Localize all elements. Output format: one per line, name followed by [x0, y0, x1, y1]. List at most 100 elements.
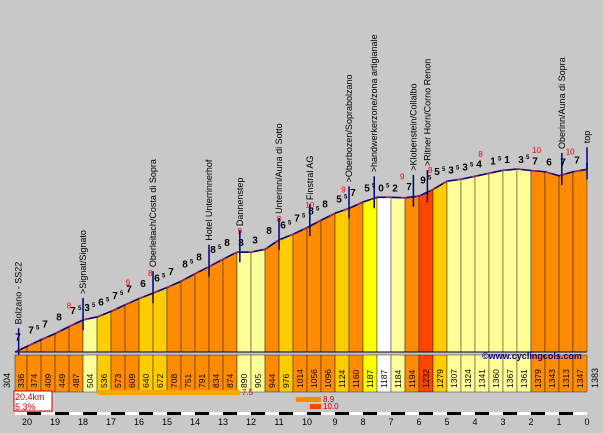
altitude-value: 1096: [323, 369, 333, 388]
place-label: Hotel Unterrinnerhof: [204, 159, 214, 241]
altitude-value: 573: [113, 374, 123, 388]
segment-bar: [544, 171, 560, 353]
km-tick-label: 5: [445, 417, 450, 427]
gradient-labels: 7757875356575766578588583386575858557550…: [15, 146, 580, 343]
segment-bar: [460, 176, 476, 353]
km-axis-segment: [307, 412, 322, 415]
gradient-label: 8: [210, 245, 216, 256]
steep-stretch-bar: [295, 397, 322, 402]
segment-bar: [194, 266, 210, 353]
gradient-label: 6: [546, 158, 552, 169]
altitude-value: 336: [16, 374, 26, 388]
steep-label: 10: [532, 146, 541, 155]
steep-label: 9: [341, 185, 346, 194]
gradient-label-decimal: 5: [344, 194, 348, 200]
gradient-label: 7: [168, 267, 174, 278]
segment-bar: [250, 249, 266, 353]
website-credit[interactable]: ©www.cyclingcols.com: [482, 351, 582, 361]
km-axis-segment: [391, 412, 406, 415]
steep-label: 8: [148, 269, 153, 278]
gradient-label: 6: [154, 274, 160, 285]
gradient-label-decimal: 5: [316, 206, 320, 212]
place-label: Bolzano - SS22: [14, 262, 24, 325]
km-axis-segment: [195, 412, 210, 415]
km-tick-label: 6: [417, 417, 422, 427]
segment-bar: [138, 292, 154, 353]
km-axis-segment: [279, 412, 294, 415]
place-label: Oberleitach/Costa di Sopra: [148, 159, 158, 267]
segment-bar: [180, 273, 196, 353]
km-axis-segment: [139, 412, 154, 415]
end-altitude: 1383: [590, 368, 600, 388]
segment-bar: [208, 258, 224, 353]
altitude-value: 905: [253, 374, 263, 388]
gradient-label: 8: [308, 206, 314, 217]
segment-bar: [376, 197, 392, 353]
segment-bar: [516, 168, 532, 353]
segment-bar: [432, 180, 448, 353]
gradient-label: 8: [196, 253, 202, 264]
altitude-value: 1184: [393, 369, 403, 388]
km-tick-label: 19: [50, 417, 60, 427]
segment-bar: [236, 251, 252, 353]
gradient-label: 1: [490, 156, 496, 167]
gradient-label-decimal: 5: [288, 220, 292, 226]
segment-bar: [110, 304, 126, 353]
altitude-value: 1343: [547, 369, 557, 388]
gradient-label-decimal: 5: [78, 306, 82, 312]
gradient-label: 8: [322, 199, 328, 210]
gradient-label-decimal: 5: [456, 165, 460, 171]
km-axis-segment: [363, 412, 378, 415]
gradient-label-decimal: 5: [428, 175, 432, 181]
segment-bar: [222, 251, 238, 353]
km-tick-label: 13: [218, 417, 228, 427]
km-tick-label: 7: [389, 417, 394, 427]
altitude-cell: [572, 354, 588, 393]
gradient-label: 6: [280, 220, 286, 231]
gradient-label-decimal: 5: [36, 326, 40, 332]
segment-bar: [334, 208, 350, 353]
altitude-value: 834: [211, 374, 221, 388]
place-label: >Signat/Signato: [78, 230, 88, 294]
altitude-value: 1341: [477, 369, 487, 388]
segment-bar: [278, 233, 294, 353]
altitude-row: 336 374 409 449 487 504 536 573 609 640 672 708 751 7…: [14, 354, 588, 393]
place-label: >handwerkerzone/zona artigianale: [369, 34, 379, 172]
gradient-label: 8: [224, 238, 230, 249]
gradient-label: 3: [448, 165, 454, 176]
altitude-value: 1324: [463, 369, 473, 388]
gradient-label: 5: [364, 183, 370, 194]
gradient-label: 3: [84, 303, 90, 314]
profile-steep-line: [14, 168, 588, 353]
segment-bar: [390, 197, 406, 353]
steep-label: 9: [126, 279, 131, 288]
segment-bar: [362, 197, 378, 353]
gradient-label: 3: [462, 162, 468, 173]
gradient-label-decimal: 5: [526, 155, 530, 161]
km-axis-segment: [335, 412, 350, 415]
km-tick-label: 17: [106, 417, 116, 427]
km-axis-segment: [27, 412, 42, 415]
gradient-label-decimal: 5: [498, 156, 502, 162]
place-label: top: [582, 131, 592, 144]
km-axis-band: [15, 412, 587, 415]
km-axis-segment: [447, 412, 462, 415]
gradient-label-decimal: 5: [162, 274, 166, 280]
altitude-value: 1379: [533, 369, 543, 388]
segment-bar: [320, 212, 336, 353]
altitude-value: 1307: [449, 369, 459, 388]
place-label: >Ritner Horn/Corno Renon: [422, 59, 432, 166]
steep-stretch-bar: [309, 404, 322, 409]
steep-stretch-value: 8.9: [323, 395, 335, 404]
gradient-label: 7: [112, 291, 118, 302]
km-tick-label: 12: [246, 417, 256, 427]
altitude-value: 751: [183, 374, 193, 388]
gradient-label: 8: [266, 226, 272, 237]
gradient-label: 7: [294, 214, 300, 225]
place-label: Finstral AG: [305, 156, 315, 201]
segment-bar: [264, 239, 280, 353]
altitude-value: 409: [43, 374, 53, 388]
gradient-label: 9: [420, 175, 426, 186]
steep-stretch-bar: [97, 390, 240, 395]
